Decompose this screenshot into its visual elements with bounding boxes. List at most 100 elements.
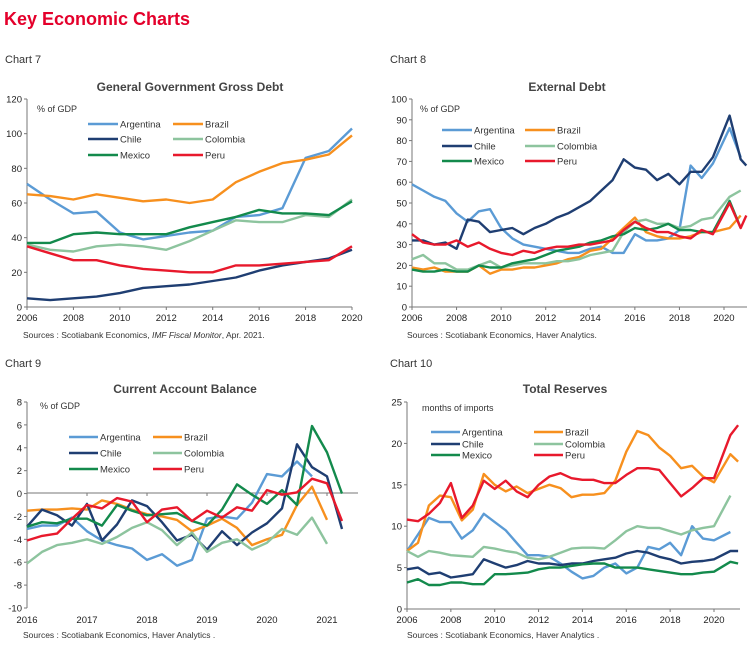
chart7: Chart 7 General Government Gross Debt % of… bbox=[5, 54, 363, 340]
y-tick-label: 60 bbox=[396, 178, 407, 189]
x-tick-label: 2014 bbox=[202, 313, 223, 324]
y-tick-label: 4 bbox=[17, 443, 22, 454]
series-line-argentina bbox=[26, 127, 353, 241]
x-tick-label: 2006 bbox=[401, 313, 422, 324]
x-tick-label: 2020 bbox=[713, 313, 734, 324]
series-line-peru bbox=[26, 245, 353, 274]
x-tick-label: 2006 bbox=[16, 313, 37, 324]
y-tick-label: 8 bbox=[17, 398, 22, 409]
y-tick-label: 20 bbox=[391, 439, 402, 450]
legend-label: Peru bbox=[557, 157, 577, 168]
series-line-colombia bbox=[26, 198, 353, 253]
sources-suffix: , Apr. 2021. bbox=[222, 330, 265, 340]
y-tick-label: 100 bbox=[391, 95, 407, 106]
chart-title: General Government Gross Debt bbox=[97, 80, 284, 94]
y-tick-label: 0 bbox=[17, 489, 22, 500]
y-tick-label: -8 bbox=[14, 581, 22, 592]
series-line-brazil bbox=[26, 485, 329, 547]
unit-label: % of GDP bbox=[40, 401, 80, 411]
series-line-mexico bbox=[26, 424, 344, 528]
y-tick-label: 25 bbox=[391, 398, 402, 409]
legend-label: Argentina bbox=[120, 120, 161, 131]
x-tick-label: 2008 bbox=[63, 313, 84, 324]
series-line-mexico bbox=[411, 199, 742, 273]
y-tick-label: 10 bbox=[391, 522, 402, 533]
y-tick-label: 50 bbox=[396, 199, 407, 210]
legend-label: Chile bbox=[474, 142, 496, 153]
series-line-chile bbox=[406, 549, 739, 579]
page-title: Key Economic Charts bbox=[4, 9, 190, 29]
legend-label: Brazil bbox=[205, 120, 229, 131]
series-line-brazil bbox=[26, 134, 353, 205]
y-tick-label: -6 bbox=[14, 558, 22, 569]
x-tick-label: 2021 bbox=[316, 615, 337, 626]
y-tick-label: 40 bbox=[11, 233, 22, 244]
chart-label: Chart 7 bbox=[5, 54, 41, 66]
x-tick-label: 2006 bbox=[396, 615, 417, 626]
legend-label: Argentina bbox=[100, 433, 141, 444]
y-tick-label: 6 bbox=[17, 420, 22, 431]
x-tick-label: 2018 bbox=[295, 313, 316, 324]
y-tick-label: 90 bbox=[396, 115, 407, 126]
y-tick-label: -2 bbox=[14, 512, 22, 523]
y-tick-label: 0 bbox=[17, 303, 22, 314]
x-tick-label: 2010 bbox=[484, 615, 505, 626]
chart-label: Chart 9 bbox=[5, 358, 41, 370]
legend-label: Colombia bbox=[184, 449, 225, 460]
sources-note: Sources : Scotiabank Economics, Haver An… bbox=[407, 330, 597, 340]
charts-container: Chart 7 General Government Gross Debt % of… bbox=[5, 54, 748, 640]
y-tick-label: 20 bbox=[11, 268, 22, 279]
x-tick-label: 2017 bbox=[76, 615, 97, 626]
legend-label: Argentina bbox=[462, 428, 503, 439]
sources-prefix: Sources : Scotiabank Economics, Haver An… bbox=[407, 630, 599, 640]
series-line-colombia bbox=[406, 495, 732, 561]
y-tick-label: 2 bbox=[17, 466, 22, 477]
series-line-peru bbox=[411, 201, 748, 257]
y-tick-label: 30 bbox=[396, 240, 407, 251]
series-line-colombia bbox=[411, 189, 742, 271]
unit-label: months of imports bbox=[422, 403, 494, 413]
x-tick-label: 2012 bbox=[528, 615, 549, 626]
x-tick-label: 2020 bbox=[341, 313, 362, 324]
y-tick-label: 100 bbox=[6, 129, 22, 140]
legend-label: Peru bbox=[205, 151, 225, 162]
series-line-brazil bbox=[406, 429, 739, 552]
legend-label: Colombia bbox=[557, 142, 598, 153]
unit-label: % of GDP bbox=[37, 104, 77, 114]
legend-label: Chile bbox=[100, 449, 122, 460]
legend-label: Brazil bbox=[557, 126, 581, 137]
y-tick-label: 80 bbox=[11, 164, 22, 175]
y-tick-label: 0 bbox=[402, 303, 407, 314]
x-tick-label: 2010 bbox=[491, 313, 512, 324]
x-tick-label: 2012 bbox=[535, 313, 556, 324]
series-line-argentina bbox=[411, 126, 742, 255]
legend-label: Colombia bbox=[205, 135, 246, 146]
sources-prefix: Sources : Scotiabank Economics, bbox=[23, 330, 152, 340]
series-line-chile bbox=[412, 114, 748, 250]
y-tick-label: 0 bbox=[397, 605, 402, 616]
series-line-peru bbox=[406, 424, 740, 523]
legend-label: Colombia bbox=[565, 440, 606, 451]
y-tick-label: 120 bbox=[6, 95, 22, 106]
chart9: Chart 9 Current Account Balance % of GDP -1… bbox=[5, 358, 358, 640]
legend-label: Brazil bbox=[565, 428, 589, 439]
sources-note: Sources : Scotiabank Economics, Haver An… bbox=[407, 630, 599, 640]
legend-label: Chile bbox=[462, 440, 484, 451]
legend-label: Mexico bbox=[120, 151, 150, 162]
legend-label: Peru bbox=[565, 451, 585, 462]
legend-label: Peru bbox=[184, 465, 204, 476]
y-tick-label: -4 bbox=[14, 535, 22, 546]
x-tick-label: 2016 bbox=[249, 313, 270, 324]
legend-label: Mexico bbox=[474, 157, 504, 168]
legend-label: Mexico bbox=[100, 465, 130, 476]
sources-note: Sources : Scotiabank Economics, IMF Fisc… bbox=[23, 330, 265, 340]
y-tick-label: 20 bbox=[396, 261, 407, 272]
unit-label: % of GDP bbox=[420, 104, 460, 114]
sources-prefix: Sources : Scotiabank Economics, Haver An… bbox=[23, 630, 215, 640]
legend-label: Chile bbox=[120, 135, 142, 146]
x-tick-label: 2018 bbox=[136, 615, 157, 626]
x-tick-label: 2008 bbox=[440, 615, 461, 626]
series-line-chile bbox=[26, 248, 353, 302]
chart-label: Chart 8 bbox=[390, 54, 426, 66]
x-tick-label: 2020 bbox=[703, 615, 724, 626]
